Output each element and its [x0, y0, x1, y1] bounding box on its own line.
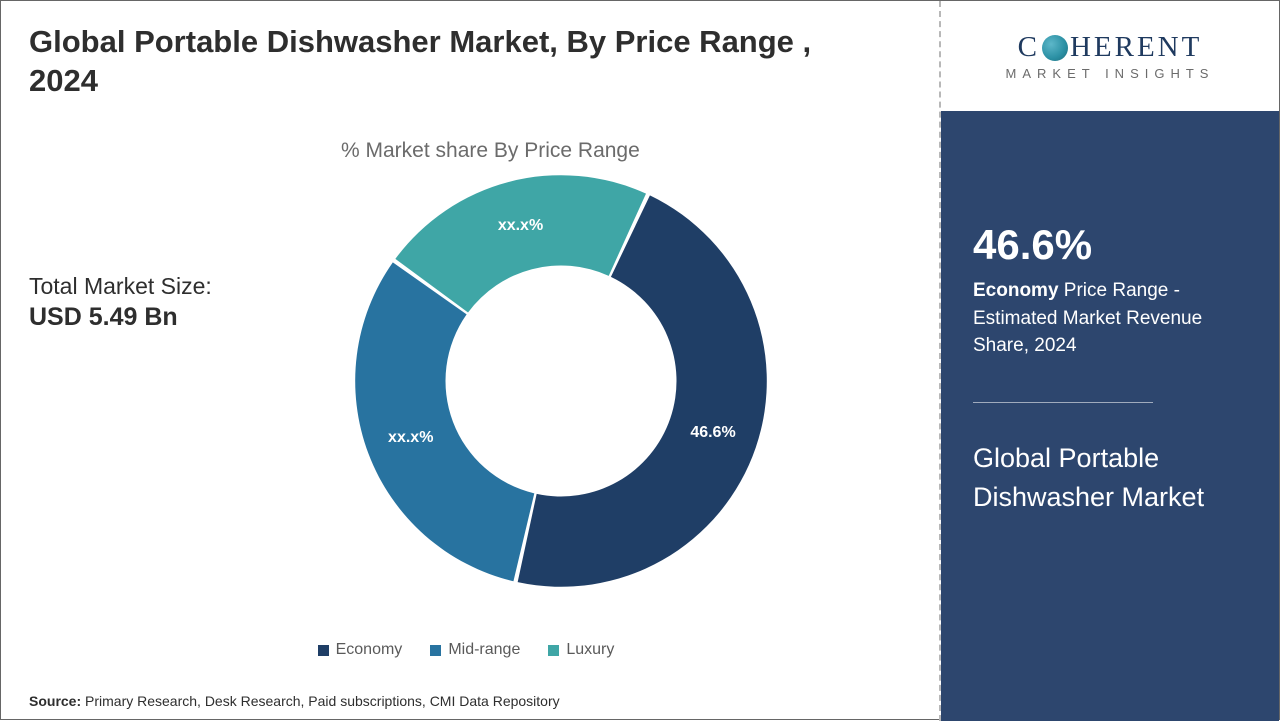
- stat-panel: 46.6% Economy Price Range - Estimated Ma…: [941, 111, 1279, 721]
- legend-swatch: [430, 645, 441, 656]
- legend-swatch: [548, 645, 559, 656]
- market-size-value: USD 5.49 Bn: [29, 303, 178, 332]
- donut-chart: 46.6% xx.x% xx.x%: [351, 171, 771, 591]
- legend-item-mid-range: Mid-range: [430, 641, 520, 659]
- legend-swatch: [318, 645, 329, 656]
- source-line: Source: Primary Research, Desk Research,…: [29, 693, 560, 709]
- legend-item-luxury: Luxury: [548, 641, 614, 659]
- stat-description: Economy Price Range - Estimated Market R…: [973, 277, 1247, 360]
- logo-wordmark: C HERENT: [1006, 31, 1215, 64]
- slice-mid-range: [355, 262, 534, 581]
- source-text: Primary Research, Desk Research, Paid su…: [85, 693, 560, 709]
- logo-text-after: HERENT: [1070, 31, 1202, 64]
- chart-subtitle: % Market share By Price Range: [341, 139, 640, 163]
- logo-text-before: C: [1018, 31, 1040, 64]
- slice-label-luxury: xx.x%: [498, 217, 543, 234]
- logo-subtitle: MARKET INSIGHTS: [1006, 66, 1215, 81]
- legend-label: Economy: [336, 641, 403, 659]
- stat-percentage: 46.6%: [973, 221, 1247, 269]
- legend-label: Mid-range: [448, 641, 520, 659]
- legend-item-economy: Economy: [318, 641, 403, 659]
- source-prefix: Source:: [29, 693, 85, 709]
- donut-svg: 46.6% xx.x% xx.x%: [351, 171, 771, 591]
- legend-label: Luxury: [566, 641, 614, 659]
- right-column: C HERENT MARKET INSIGHTS 46.6% Economy P…: [939, 1, 1279, 721]
- stat-bold: Economy: [973, 280, 1059, 301]
- brand-logo: C HERENT MARKET INSIGHTS: [1006, 31, 1215, 81]
- page-title: Global Portable Dishwasher Market, By Pr…: [29, 23, 829, 101]
- panel-title: Global Portable Dishwasher Market: [973, 439, 1247, 517]
- market-size-label: Total Market Size:: [29, 273, 212, 300]
- main-content: Global Portable Dishwasher Market, By Pr…: [1, 1, 931, 721]
- logo-area: C HERENT MARKET INSIGHTS: [941, 1, 1279, 111]
- slice-label-economy: 46.6%: [690, 424, 735, 441]
- chart-legend: Economy Mid-range Luxury: [1, 641, 931, 661]
- slice-label-mid-range: xx.x%: [388, 429, 433, 446]
- panel-divider: [973, 402, 1153, 403]
- globe-icon: [1042, 35, 1068, 61]
